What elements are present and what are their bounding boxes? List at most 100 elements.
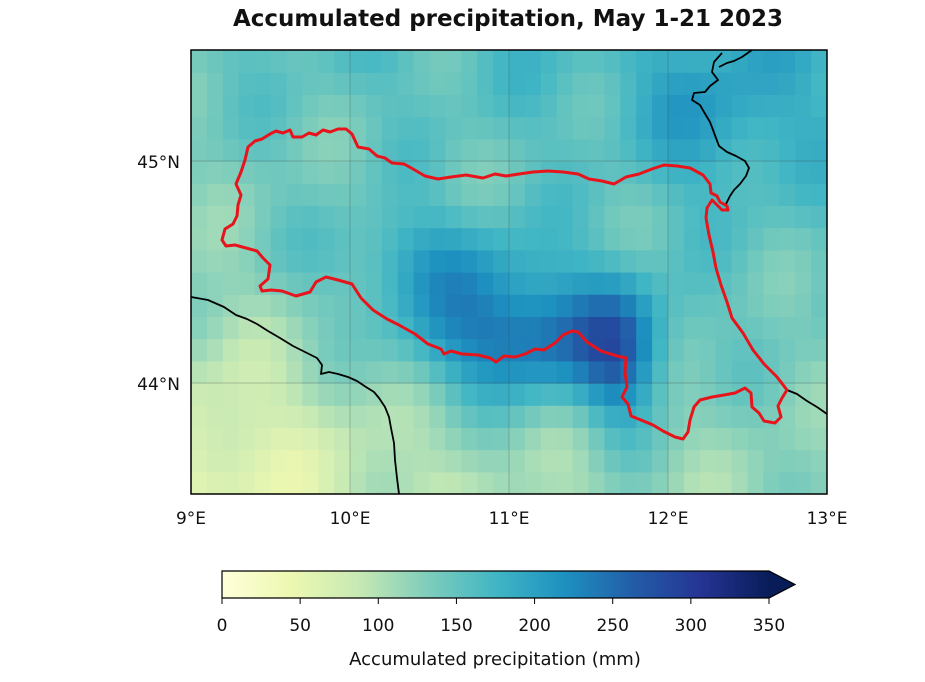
precipitation-cell [731,205,749,229]
precipitation-cell [715,449,733,473]
precipitation-cell [191,338,208,362]
precipitation-cell [318,161,335,184]
precipitation-cell [524,94,542,118]
precipitation-cell [365,272,383,295]
precipitation-cell [699,338,717,362]
precipitation-cell [286,272,303,295]
precipitation-cell [350,72,367,95]
precipitation-cell [509,227,526,251]
precipitation-cell [206,316,224,340]
precipitation-cell [350,50,367,73]
precipitation-cell [413,272,431,295]
precipitation-cell [572,272,590,295]
precipitation-cell [493,138,510,162]
precipitation-cell [477,227,494,251]
precipitation-cell [493,449,510,473]
precipitation-cell [191,316,208,340]
precipitation-cell [206,427,224,451]
colorbar: 0 50 100 150 200 250 300 350 Accumulated precip… [217,570,797,670]
precipitation-cell [365,427,383,451]
precipitation-cell [302,405,319,428]
precipitation-cell [365,205,383,229]
precipitation-cell [461,316,478,340]
precipitation-cell [668,183,685,206]
precipitation-cell [191,383,208,406]
precipitation-cell [477,272,494,295]
precipitation-cell [222,427,240,451]
precipitation-cell [238,272,256,295]
precipitation-cell [493,183,510,206]
precipitation-cell [222,405,240,428]
precipitation-cell [509,94,526,118]
precipitation-cell [811,294,827,317]
precipitation-cell [461,72,478,95]
precipitation-cell [588,471,605,494]
precipitation-cell [334,138,351,162]
precipitation-cell [715,94,733,118]
precipitation-cell [461,471,478,494]
precipitation-cell [636,383,653,406]
precipitation-cell [524,272,542,295]
precipitation-cell [509,471,526,494]
precipitation-cell [206,94,224,118]
precipitation-cell [222,94,240,118]
precipitation-cell [763,205,780,229]
colorbar-tick-label: 100 [362,616,394,636]
precipitation-cell [445,205,462,229]
precipitation-cell [350,405,367,428]
precipitation-cell [795,471,812,494]
precipitation-cell [795,338,812,362]
precipitation-cell [286,183,303,206]
precipitation-cell [286,161,303,184]
precipitation-cell [652,116,669,140]
precipitation-cell [811,316,827,340]
precipitation-cell [509,72,526,95]
precipitation-cell [493,249,510,273]
precipitation-cell [206,205,224,229]
precipitation-cell [445,161,462,184]
precipitation-cell [318,183,335,206]
precipitation-cell [652,94,669,118]
precipitation-cell [763,272,780,295]
precipitation-cell [572,383,590,406]
precipitation-cell [636,427,653,451]
precipitation-cell [652,227,669,251]
precipitation-cell [540,249,558,273]
precipitation-cell [683,294,701,317]
precipitation-cell [524,205,542,229]
precipitation-cell [763,427,780,451]
precipitation-cell [620,249,637,273]
precipitation-cell [779,294,796,317]
precipitation-cell [540,138,558,162]
precipitation-cell [715,227,733,251]
colorbar-tick-label: 50 [289,616,311,636]
precipitation-cell [604,94,621,118]
precipitation-cell [588,205,605,229]
precipitation-cell [540,360,558,384]
precipitation-cell [763,471,780,494]
precipitation-cell [429,316,446,340]
precipitation-cell [334,94,351,118]
precipitation-cell [365,449,383,473]
precipitation-cell [509,316,526,340]
precipitation-cell [747,50,764,73]
x-tick-label: 13°E [807,509,848,529]
precipitation-cell [509,116,526,140]
precipitation-cell [493,316,510,340]
precipitation-cell [747,94,764,118]
precipitation-cell [365,116,383,140]
y-tick-label: 44°N [137,375,180,395]
precipitation-cell [524,427,542,451]
precipitation-cell [445,294,462,317]
precipitation-cell [556,383,574,406]
precipitation-cell [206,360,224,384]
precipitation-cell [731,405,749,428]
precipitation-cell [302,471,319,494]
precipitation-cell [620,272,637,295]
precipitation-cell [461,161,478,184]
precipitation-cell [413,72,431,95]
precipitation-cell [302,449,319,473]
colorbar-outline [221,570,797,599]
precipitation-cell [588,138,605,162]
